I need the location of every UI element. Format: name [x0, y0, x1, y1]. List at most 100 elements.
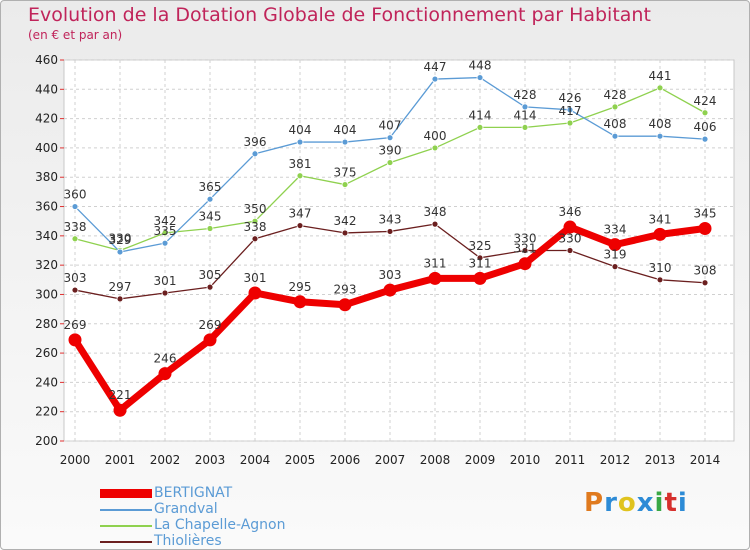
data-label: 341: [649, 212, 672, 226]
data-label: 295: [289, 280, 312, 294]
data-point: [251, 150, 259, 158]
data-label: 441: [649, 69, 672, 83]
y-tick-label: 300: [35, 287, 58, 301]
data-point: [338, 298, 352, 312]
data-label: 404: [334, 123, 357, 137]
data-point: [566, 247, 574, 254]
data-point: [71, 203, 79, 210]
data-point: [431, 75, 439, 83]
logo-letter: o: [617, 488, 637, 518]
data-label: 330: [109, 232, 132, 246]
y-tick-label: 420: [35, 112, 58, 126]
legend-label: Grandval: [154, 501, 218, 517]
legend-label: BERTIGNAT: [154, 485, 233, 501]
data-label: 365: [199, 180, 222, 194]
data-point: [476, 124, 484, 131]
data-label: 311: [469, 256, 492, 270]
data-point: [521, 124, 529, 131]
data-label: 408: [649, 117, 672, 131]
data-label: 269: [199, 318, 222, 332]
y-tick-label: 240: [35, 375, 58, 389]
data-label: 345: [694, 207, 717, 221]
data-point: [158, 367, 172, 381]
data-label: 335: [154, 224, 177, 238]
grid-lines: [64, 59, 734, 442]
data-label: 348: [424, 205, 447, 219]
data-point: [611, 132, 619, 140]
x-tick-label: 2002: [150, 453, 181, 467]
y-tick-label: 220: [35, 405, 58, 419]
data-point: [476, 74, 484, 81]
data-point: [431, 144, 439, 152]
data-point: [701, 279, 709, 287]
data-label: 381: [289, 157, 312, 171]
x-tick-label: 2011: [555, 453, 586, 467]
data-label: 301: [244, 271, 267, 285]
data-label: 330: [559, 232, 582, 246]
series-group: [68, 74, 712, 417]
logo-letter: i: [654, 488, 665, 518]
data-point: [251, 235, 259, 243]
data-label: 342: [334, 214, 357, 228]
data-label: 417: [559, 104, 582, 118]
data-label: 396: [244, 135, 267, 149]
data-label: 330: [514, 232, 537, 246]
data-labels: 303 297 301 305 338 347 342 343 348 325 330 330 319 3…: [64, 59, 717, 403]
data-label: 407: [379, 119, 402, 133]
data-point: [611, 103, 619, 111]
legend-swatch: [100, 509, 152, 511]
data-point: [386, 228, 394, 235]
data-point: [653, 227, 667, 241]
data-point: [473, 271, 487, 285]
x-axis: 2000 2001 2002 2003 2004 2005 2006 2007 2008 2009…: [60, 453, 721, 467]
data-point: [206, 195, 214, 203]
data-label: 347: [289, 207, 312, 221]
y-tick-label: 320: [35, 258, 58, 272]
logo-letter: t: [664, 488, 678, 518]
data-label: 345: [199, 210, 222, 224]
data-label: 390: [379, 144, 402, 158]
data-point: [251, 217, 259, 225]
data-point: [293, 295, 307, 309]
data-point: [296, 222, 304, 229]
data-label: 408: [604, 117, 627, 131]
data-label: 400: [424, 129, 447, 143]
data-point: [113, 403, 127, 417]
data-label: 375: [334, 166, 357, 180]
plot-area: [63, 59, 735, 442]
x-tick-label: 2004: [240, 453, 271, 467]
page-subtitle: (en € et par an): [28, 28, 123, 42]
data-label: 428: [514, 88, 537, 102]
data-label: 350: [244, 202, 267, 216]
x-tick-label: 2013: [645, 453, 676, 467]
data-label: 319: [604, 248, 627, 262]
y-tick-label: 340: [35, 229, 58, 243]
data-label: 447: [424, 60, 447, 74]
data-label: 404: [289, 123, 312, 137]
data-point: [203, 333, 217, 347]
data-point: [71, 286, 79, 294]
logo-letter: x: [636, 488, 655, 518]
data-label: 334: [604, 223, 627, 237]
data-label: 343: [379, 212, 402, 226]
data-label: 424: [694, 94, 717, 108]
data-label: 303: [379, 268, 402, 282]
legend-label: Thiolières: [154, 533, 222, 549]
data-label: 269: [64, 318, 87, 332]
data-point: [566, 106, 574, 114]
data-point: [296, 172, 304, 180]
data-label: 426: [559, 91, 582, 105]
data-point: [611, 263, 619, 271]
data-point: [656, 276, 664, 284]
data-label: 221: [109, 388, 132, 402]
data-point: [341, 138, 349, 146]
x-tick-label: 2005: [285, 453, 316, 467]
data-label: 414: [514, 108, 537, 122]
data-label: 310: [649, 261, 672, 275]
data-point: [296, 138, 304, 146]
legend-swatch: [100, 489, 152, 498]
data-point: [428, 271, 442, 285]
logo-letter: P: [584, 488, 605, 518]
data-label: 305: [199, 268, 222, 282]
